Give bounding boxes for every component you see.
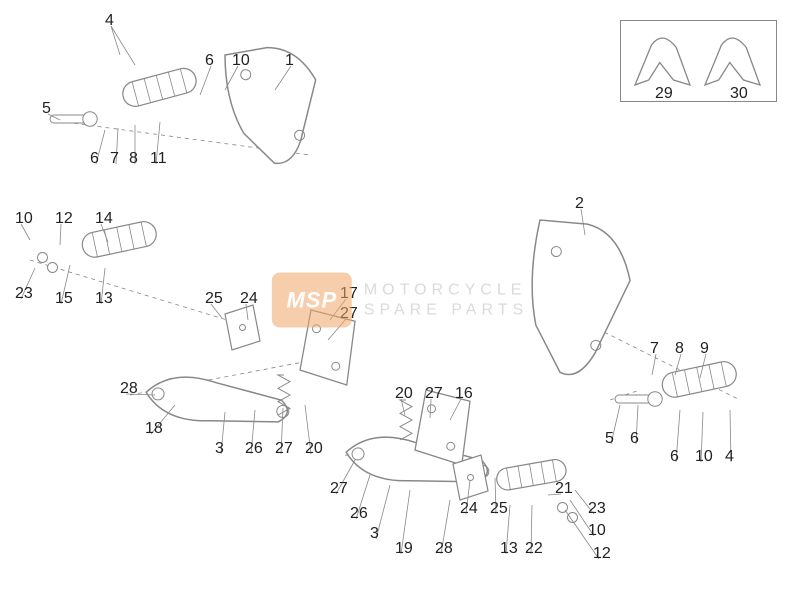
callout-6-47: 6	[670, 448, 679, 466]
callout-22-36: 22	[525, 540, 543, 558]
callout-20-24: 20	[305, 440, 323, 458]
watermark-line1: MOTORCYCLE	[364, 281, 528, 300]
callout-24-16: 24	[240, 290, 258, 308]
callout-8-7: 8	[129, 150, 138, 168]
exploded-diagram: 4610156781110121423151325241727281832627…	[0, 0, 800, 600]
callout-26-22: 26	[245, 440, 263, 458]
callout-5-45: 5	[605, 430, 614, 448]
callout-23-38: 23	[588, 500, 606, 518]
callout-5-4: 5	[42, 100, 51, 118]
part-stop-plate-lh	[225, 305, 260, 350]
callout-1-3: 1	[285, 52, 294, 70]
part-pin-1	[50, 112, 97, 126]
callout-12-10: 12	[55, 210, 73, 228]
callout-14-11: 14	[95, 210, 113, 228]
part-arm-rh	[343, 431, 491, 493]
callout-15-13: 15	[55, 290, 73, 308]
callout-13-14: 13	[95, 290, 113, 308]
part-nut-cluster-rh	[558, 503, 578, 523]
callout-6-5: 6	[90, 150, 99, 168]
callout-3-30: 3	[370, 525, 379, 543]
part-stop-plate-rh	[453, 455, 488, 500]
callout-9-44: 9	[700, 340, 709, 358]
callout-21-37: 21	[555, 480, 573, 498]
callout-25-33: 25	[490, 500, 508, 518]
callout-17-17: 17	[340, 285, 358, 303]
callout-6-46: 6	[630, 430, 639, 448]
callout-13-35: 13	[500, 540, 518, 558]
callout-28-19: 28	[120, 380, 138, 398]
callout-24-32: 24	[460, 500, 478, 518]
watermark-line2: SPARE PARTS	[364, 300, 528, 319]
part-spring-lh	[278, 375, 290, 415]
part-nut-cluster-lh	[38, 253, 58, 273]
callout-8-43: 8	[675, 340, 684, 358]
callout-19-31: 19	[395, 540, 413, 558]
callout-10-2: 10	[232, 52, 250, 70]
watermark-text: MOTORCYCLE SPARE PARTS	[364, 281, 528, 319]
watermark: MSP MOTORCYCLE SPARE PARTS	[272, 273, 528, 328]
callout-25-15: 25	[205, 290, 223, 308]
part-footpeg-rh	[660, 359, 739, 399]
callout-18-20: 18	[145, 420, 163, 438]
callout-10-48: 10	[695, 448, 713, 466]
callout-12-40: 12	[593, 545, 611, 563]
callout-10-9: 10	[15, 210, 33, 228]
callout-7-6: 7	[110, 150, 119, 168]
callout-6-1: 6	[205, 52, 214, 70]
callout-11-8: 11	[150, 150, 167, 168]
callout-16-27: 16	[455, 385, 473, 403]
callout-29-50: 29	[655, 85, 673, 103]
callout-4-49: 4	[725, 448, 734, 466]
part-footpeg-mid	[80, 219, 159, 259]
callout-27-23: 27	[275, 440, 293, 458]
callout-28-34: 28	[435, 540, 453, 558]
callout-26-29: 26	[350, 505, 368, 523]
part-spring-rh	[400, 400, 412, 440]
callout-27-28: 27	[330, 480, 348, 498]
callout-2-41: 2	[575, 195, 584, 213]
callout-23-12: 23	[15, 285, 33, 303]
callout-4-0: 4	[105, 12, 114, 30]
part-rear-bracket-rh	[524, 220, 635, 379]
callout-3-21: 3	[215, 440, 224, 458]
callout-7-42: 7	[650, 340, 659, 358]
part-arm-lh	[143, 371, 291, 433]
inset-box	[620, 20, 777, 102]
part-footpeg-upper	[120, 66, 199, 110]
callout-27-18: 27	[340, 305, 358, 323]
callout-20-25: 20	[395, 385, 413, 403]
callout-10-39: 10	[588, 522, 606, 540]
callout-27-26: 27	[425, 385, 443, 403]
part-pin-2	[615, 392, 662, 406]
callout-30-51: 30	[730, 85, 748, 103]
